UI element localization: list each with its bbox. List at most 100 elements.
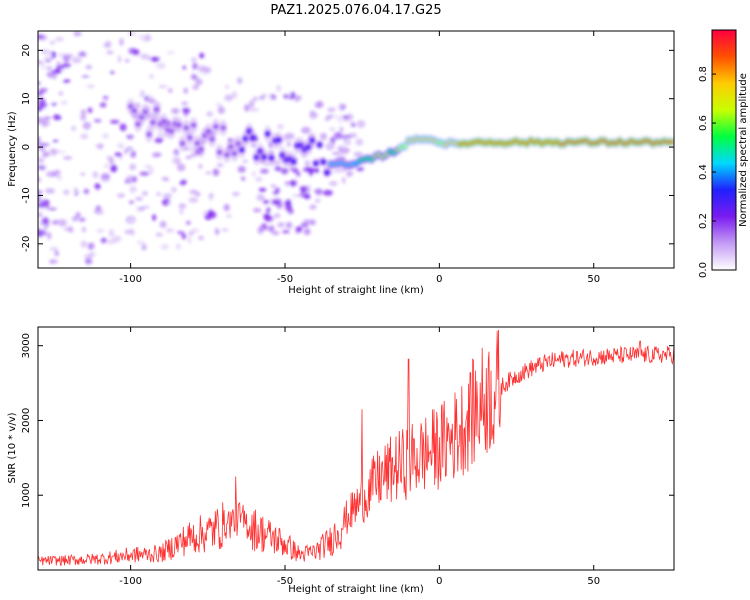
spectrogram-track-core — [250, 136, 256, 140]
colorbar-label: Normalized spectral amplitude — [738, 73, 749, 227]
spectrogram-track-core — [324, 171, 330, 175]
spectrogram-blob — [38, 81, 41, 85]
spectrogram-blob — [183, 87, 188, 94]
snr-panel: -100 -50 0 50 1000 2000 3000 Height of straigh… — [7, 326, 675, 595]
spectrogram-blob — [80, 113, 87, 121]
spectrogram-blob — [38, 177, 41, 183]
spectrogram-blob — [118, 63, 126, 71]
spectrogram-blob — [46, 66, 53, 70]
spectrogram-blob — [43, 218, 51, 224]
spectrogram-blob — [309, 204, 317, 210]
spectrogram-blob — [152, 183, 158, 190]
spectrogram-blob — [41, 261, 49, 265]
spectrogram-blob — [288, 114, 295, 123]
spectrogram-blob — [305, 185, 311, 192]
spectrogram-blob — [38, 116, 44, 124]
spectrogram-blob — [255, 135, 266, 140]
spectrogram-blob — [301, 103, 306, 109]
spectrogram-blob — [186, 185, 194, 192]
figure-title: PAZ1.2025.076.04.17.G25 — [270, 3, 441, 18]
spectrogram-blob — [239, 205, 246, 209]
spectrogram-blob — [117, 137, 128, 145]
spectrogram-blob — [179, 179, 187, 186]
spectrogram-blob — [62, 79, 71, 83]
spectrogram-blob — [38, 137, 41, 141]
spectrogram-blob — [295, 171, 301, 177]
spectrogram-blob — [116, 165, 123, 172]
spectrogram-blob — [156, 132, 167, 139]
spectrogram-blob — [114, 152, 122, 157]
colorbar-tick-label: 0.8 — [698, 66, 709, 82]
colorbar-frame — [711, 29, 737, 271]
spectrogram-blob — [319, 132, 328, 141]
spectrogram-blob — [77, 196, 85, 203]
spectrogram-blob — [75, 86, 80, 90]
spectrogram-track-core — [146, 132, 152, 136]
spectrogram-blob — [81, 74, 90, 79]
spectrogram-track-core — [291, 160, 296, 164]
spectrogram-blob — [309, 219, 316, 226]
x-tick-label: -100 — [119, 576, 142, 587]
spectrogram-blob — [258, 139, 264, 144]
spectrogram-blob — [105, 40, 112, 48]
spectrogram-track-core — [187, 136, 193, 140]
spectrogram-blob — [38, 240, 45, 246]
spectrogram-blob — [187, 235, 192, 244]
spectrogram-blob — [71, 57, 82, 64]
spectrogram-blob — [80, 133, 89, 140]
spectrogram-blob — [53, 114, 62, 121]
spectrogram-blob — [203, 66, 212, 74]
spectrogram-blob — [215, 103, 224, 107]
spectrogram-track-core — [261, 155, 267, 159]
spectrogram-blob — [303, 228, 311, 235]
spectrogram-blob — [181, 101, 189, 106]
spectrogram-blob — [285, 198, 292, 205]
spectrogram-blob — [68, 226, 74, 233]
spectrogram-blob — [58, 91, 63, 96]
spectrogram-blob — [78, 82, 85, 87]
spectrogram-blob — [256, 100, 264, 104]
spectrogram-blob — [179, 208, 184, 215]
spectrogram-blob — [242, 159, 249, 163]
x-tick-label: 50 — [587, 576, 600, 587]
spectrogram-blob — [258, 96, 266, 101]
spectrogram-track-core — [402, 144, 407, 148]
spectrogram-blob — [177, 62, 181, 67]
spectrogram-blob — [301, 126, 311, 134]
spectrogram-blob — [80, 240, 87, 248]
spectrogram-blob — [190, 164, 200, 169]
spectrogram-blob — [329, 180, 338, 187]
y-tick-label: -20 — [21, 236, 32, 252]
spectrogram-blob — [215, 190, 222, 199]
spectrogram-blob — [216, 162, 224, 168]
spectrogram-blob — [107, 77, 113, 81]
spectrogram-blob — [240, 176, 246, 181]
spectrogram-blob — [346, 138, 351, 143]
spectrogram-blob — [127, 32, 137, 36]
spectrogram-track-core — [224, 153, 230, 157]
spectrogram-blob — [185, 155, 192, 160]
spectrogram-blob — [189, 189, 198, 195]
spectrogram-blob — [73, 31, 82, 37]
spectrogram-blob — [38, 221, 42, 225]
colorbar: 0.0 0.2 0.4 0.6 0.8 Normalized spectral ampl… — [698, 29, 749, 278]
spectrogram-blob — [77, 51, 88, 57]
colorbar-tick-label: 0.0 — [698, 262, 709, 278]
spectrogram-blob — [155, 62, 166, 70]
spectrogram-blob — [272, 190, 279, 196]
spectrogram-blob — [60, 100, 68, 105]
spectrogram-blob — [67, 200, 77, 208]
spectrogram-blob — [196, 182, 207, 189]
spectrogram-blob — [86, 50, 95, 55]
spectrogram-blob — [78, 217, 86, 222]
spectrogram-blob — [339, 126, 344, 132]
spectrogram-blob — [181, 65, 186, 70]
snr-frame — [37, 326, 675, 571]
spectrogram-blob — [74, 190, 79, 197]
spectrogram-track-core — [317, 143, 322, 147]
spectrogram-blob — [154, 165, 162, 174]
y-tick-label: 20 — [21, 44, 32, 57]
spectrogram-blob — [275, 202, 283, 209]
spectrogram-blob — [263, 225, 268, 231]
spectrogram-noise-field — [38, 31, 367, 265]
